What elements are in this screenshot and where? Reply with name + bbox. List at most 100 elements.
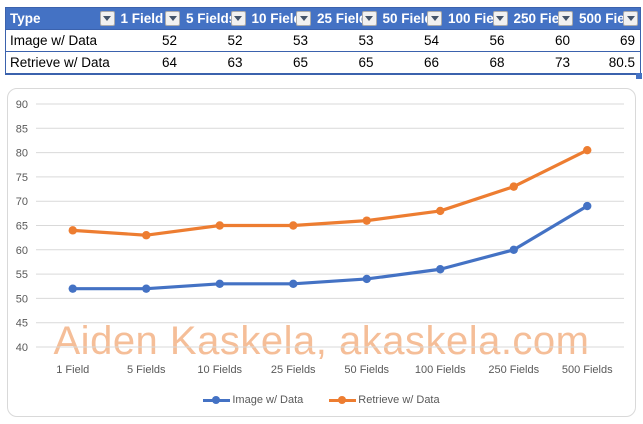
y-axis-tick-label: 40	[16, 342, 28, 354]
table-header-row: Type 1 Field 5 Fields 10 Field 25 Field …	[5, 7, 641, 30]
data-point-marker[interactable]	[289, 279, 298, 289]
data-point-marker[interactable]	[362, 216, 371, 225]
filter-dropdown-button[interactable]	[296, 11, 311, 26]
header-label: 250 Fie	[513, 11, 559, 26]
data-point-marker[interactable]	[509, 182, 518, 191]
data-point-marker[interactable]	[68, 284, 77, 293]
x-axis-tick-label: 10 Fields	[197, 364, 242, 376]
table-cell[interactable]: 68	[444, 51, 510, 75]
chart[interactable]: Aiden Kaskela, akaskela.com 40 45 50 55 60 65…	[7, 88, 636, 417]
filter-dropdown-button[interactable]	[427, 11, 442, 26]
series-line[interactable]	[71, 204, 589, 291]
table-cell[interactable]: 60	[509, 29, 575, 52]
y-axis-tick-label: 85	[16, 123, 28, 135]
header-cell-5-fields[interactable]: 5 Fields	[182, 7, 248, 30]
filter-dropdown-button[interactable]	[99, 11, 115, 26]
header-cell-25-fields[interactable]: 25 Field	[313, 7, 379, 30]
chevron-down-icon	[626, 16, 635, 21]
filter-dropdown-button[interactable]	[623, 11, 638, 26]
table-cell[interactable]: 66	[378, 51, 444, 75]
legend-item-retrieve-w-data[interactable]: Retrieve w/ Data	[329, 394, 440, 406]
data-point-marker[interactable]	[289, 221, 298, 230]
table-cell[interactable]: 63	[182, 51, 248, 75]
chevron-down-icon	[430, 16, 439, 21]
data-point-marker[interactable]	[142, 284, 151, 293]
x-axis-tick-label: 5 Fields	[127, 364, 166, 376]
header-cell-100-fields[interactable]: 100 Fie	[444, 7, 510, 30]
header-label: 25 Field	[317, 11, 362, 26]
legend-label: Image w/ Data	[232, 394, 304, 406]
data-point-marker[interactable]	[68, 226, 77, 235]
table-cell[interactable]: 69	[575, 29, 641, 52]
legend-label: Retrieve w/ Data	[358, 394, 440, 406]
table-cell[interactable]: 52	[116, 29, 182, 52]
header-label: 1 Field	[120, 11, 164, 26]
y-axis-tick-label: 55	[16, 269, 28, 281]
table-cell[interactable]: 65	[313, 51, 379, 75]
table-resize-handle[interactable]	[636, 73, 642, 79]
chart-plot-area: 40 45 50 55 60 65 70 75 80 85 90 1 Field 5 Fields 10 …	[16, 99, 624, 376]
table-cell[interactable]: 52	[182, 29, 248, 52]
header-label: Type	[10, 11, 41, 26]
legend-item-image-w-data[interactable]: Image w/ Data	[203, 394, 303, 406]
x-axis-tick-label: 25 Fields	[271, 364, 316, 376]
chevron-down-icon	[496, 16, 504, 21]
table-cell[interactable]: 53	[313, 29, 379, 52]
row-label-cell[interactable]: Image w/ Data	[5, 29, 117, 52]
table-cell[interactable]: 64	[116, 51, 182, 75]
y-axis-tick-label: 50	[16, 293, 28, 305]
header-cell-250-fields[interactable]: 250 Fie	[509, 7, 575, 30]
x-axis-tick-label: 50 Fields	[344, 364, 389, 376]
chevron-down-icon	[561, 16, 570, 21]
data-point-marker[interactable]	[436, 265, 445, 274]
data-point-marker[interactable]	[215, 279, 224, 289]
filter-dropdown-button[interactable]	[558, 11, 573, 26]
table-cell[interactable]: 53	[247, 29, 313, 52]
header-cell-500-fields[interactable]: 500 Fie	[575, 7, 641, 30]
legend-line-marker-icon	[329, 396, 357, 404]
header-cell-type[interactable]: Type	[5, 7, 117, 30]
table-cell[interactable]: 73	[509, 51, 575, 75]
data-point-marker[interactable]	[583, 145, 592, 155]
data-point-marker[interactable]	[583, 201, 592, 211]
y-axis-tick-label: 65	[16, 221, 28, 233]
data-point-marker[interactable]	[362, 274, 371, 284]
table-row: Retrieve w/ Data 64 63 65 65 66 68 73 80…	[5, 51, 641, 75]
row-label-cell[interactable]: Retrieve w/ Data	[5, 51, 117, 75]
x-axis-tick-label: 1 Field	[56, 364, 89, 376]
header-label: 10 Field	[251, 11, 297, 26]
chevron-down-icon	[103, 16, 111, 21]
header-cell-1-field[interactable]: 1 Field	[116, 7, 182, 30]
y-axis-tick-label: 75	[16, 172, 28, 184]
y-axis-tick-label: 60	[16, 245, 28, 257]
data-table: Type 1 Field 5 Fields 10 Field 25 Field …	[5, 7, 642, 79]
data-point-marker[interactable]	[509, 245, 518, 254]
filter-dropdown-button[interactable]	[361, 11, 377, 26]
data-point-marker[interactable]	[436, 206, 445, 216]
header-label: 50 Field	[382, 11, 428, 26]
table-cell[interactable]: 80.5	[575, 51, 641, 75]
header-label: 5 Fields	[186, 11, 231, 26]
chevron-down-icon	[365, 16, 373, 21]
y-axis-tick-label: 70	[16, 196, 28, 208]
table-cell[interactable]: 54	[378, 29, 444, 52]
header-cell-10-fields[interactable]: 10 Field	[247, 7, 313, 30]
filter-dropdown-button[interactable]	[165, 11, 180, 26]
data-point-marker[interactable]	[142, 231, 151, 240]
header-cell-50-fields[interactable]: 50 Field	[378, 7, 444, 30]
chevron-down-icon	[299, 16, 308, 21]
y-axis-tick-label: 45	[16, 318, 28, 330]
watermark: Aiden Kaskela, akaskela.com	[53, 319, 590, 363]
x-axis-tick-label: 250 Fields	[488, 364, 539, 376]
y-axis-tick-label: 90	[16, 99, 28, 111]
header-label: 500 Fie	[579, 11, 623, 26]
table-cell[interactable]: 65	[247, 51, 313, 75]
chart-legend: Image w/ Data Retrieve w/ Data	[8, 394, 635, 406]
series-line[interactable]	[71, 148, 589, 237]
data-point-marker[interactable]	[215, 221, 224, 230]
y-axis-tick-label: 80	[16, 148, 28, 160]
table-cell[interactable]: 56	[444, 29, 510, 52]
filter-dropdown-button[interactable]	[492, 11, 508, 26]
filter-dropdown-button[interactable]	[230, 11, 246, 26]
